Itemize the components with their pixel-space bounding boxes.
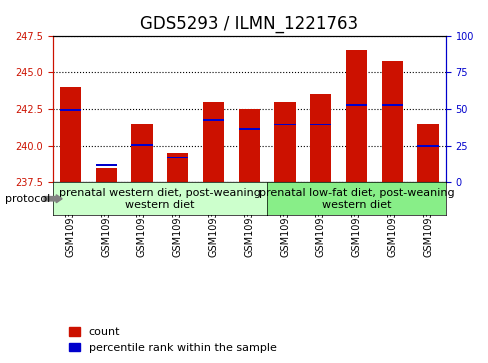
Bar xyxy=(203,102,224,182)
Title: GDS5293 / ILMN_1221763: GDS5293 / ILMN_1221763 xyxy=(140,15,358,33)
Bar xyxy=(131,144,152,146)
Bar xyxy=(381,104,402,106)
Bar xyxy=(131,124,152,182)
Bar xyxy=(60,109,81,111)
Bar xyxy=(345,104,366,106)
Bar xyxy=(416,145,438,147)
Text: prenatal low-fat diet, post-weaning
western diet: prenatal low-fat diet, post-weaning west… xyxy=(258,188,453,209)
Bar xyxy=(309,123,331,125)
Bar xyxy=(274,102,295,182)
Bar xyxy=(238,109,260,182)
Bar xyxy=(274,123,295,125)
Bar xyxy=(203,119,224,121)
Bar xyxy=(95,168,117,182)
Bar xyxy=(345,50,366,182)
Bar xyxy=(167,153,188,182)
Bar xyxy=(416,124,438,182)
Text: prenatal western diet, post-weaning
western diet: prenatal western diet, post-weaning west… xyxy=(59,188,260,209)
Bar xyxy=(60,87,81,182)
Bar xyxy=(381,61,402,182)
Legend: count, percentile rank within the sample: count, percentile rank within the sample xyxy=(64,323,281,358)
Bar xyxy=(238,128,260,130)
Bar xyxy=(95,164,117,166)
Bar xyxy=(309,94,331,182)
Bar xyxy=(167,156,188,158)
Text: protocol: protocol xyxy=(5,194,50,204)
